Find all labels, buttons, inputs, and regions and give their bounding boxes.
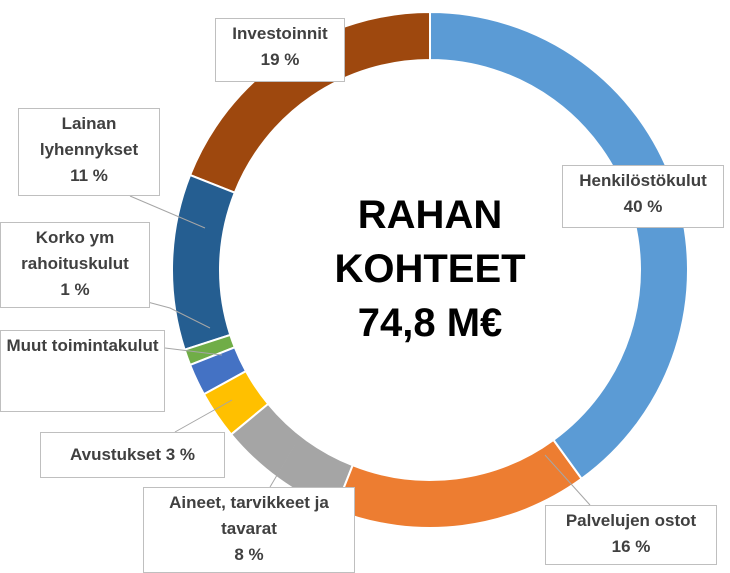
data-label: Investoinnit 19 % — [215, 18, 345, 82]
leader-line — [269, 444, 296, 488]
category-label: Henkilöstökulut — [579, 171, 707, 190]
value-label: 16 % — [611, 537, 651, 556]
donut-slice — [183, 333, 237, 367]
data-label: Korko ym rahoituskulut 1 % — [0, 222, 150, 308]
leader-line — [164, 347, 223, 356]
data-label: Avustukset 3 % — [40, 432, 225, 478]
value-label: 19 % — [260, 50, 300, 69]
category-label: Avustukset — [69, 445, 161, 464]
category-label: Investoinnit — [232, 24, 328, 43]
category-label: Palvelujen ostot — [565, 511, 697, 530]
value-label: 11 % — [70, 166, 108, 185]
category-label: Korko ym rahoituskulut — [21, 228, 129, 273]
category-label: Lainan lyhennykset — [39, 114, 139, 159]
category-label: Aineet, tarvikkeet ja tavarat — [169, 493, 329, 538]
leader-line — [174, 399, 233, 433]
data-label: Muut toimintakulut — [0, 330, 165, 412]
donut-slice — [429, 10, 689, 481]
donut-slice — [171, 173, 237, 351]
value-label: 8 % — [234, 545, 264, 564]
donut-slice — [202, 369, 270, 436]
leader-lines — [129, 195, 591, 506]
value-label: 1 % — [60, 280, 90, 299]
category-label: Muut toimintakulut — [6, 336, 159, 355]
data-label: Palvelujen ostot 16 % — [545, 505, 717, 565]
data-label: Lainan lyhennykset 11 % — [18, 108, 160, 196]
center-title: 74,8 M€ — [357, 301, 503, 345]
donut-slice — [188, 346, 248, 396]
center-title: KOHTEET — [334, 247, 526, 291]
data-label: Aineet, tarvikkeet ja tavarat 8 % — [143, 487, 355, 573]
value-label: 40 % — [623, 197, 663, 216]
value-label: 3 % — [165, 445, 196, 464]
leader-line — [129, 195, 206, 229]
leader-line — [139, 299, 211, 329]
center-title: RAHAN — [357, 193, 503, 237]
data-label: Henkilöstökulut 40 % — [562, 165, 724, 228]
leader-line — [544, 454, 591, 506]
